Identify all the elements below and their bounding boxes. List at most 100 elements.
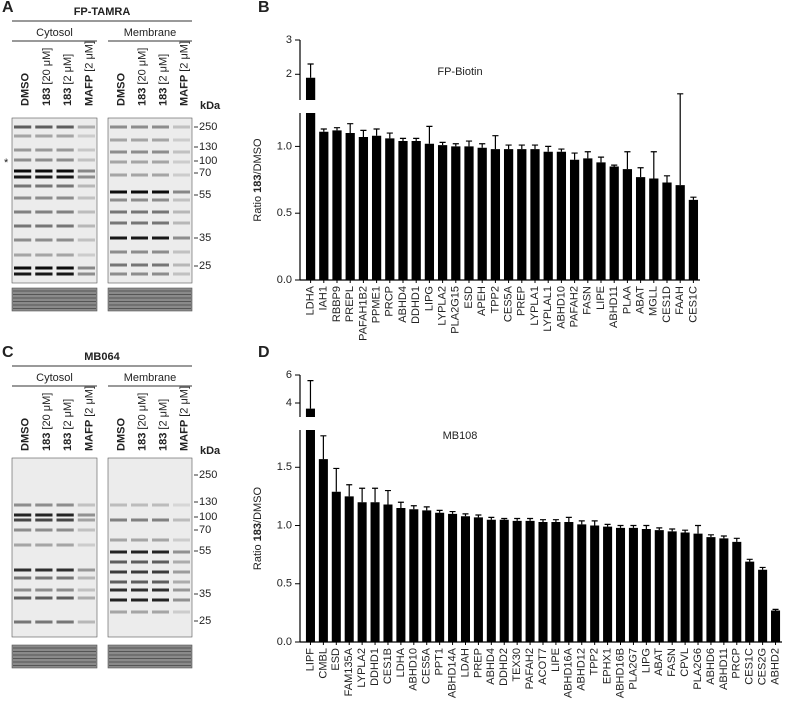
gel-band: [35, 158, 53, 162]
error-bar: [565, 516, 572, 523]
x-tick-label: DDHD1: [410, 286, 422, 324]
group-label: Cytosol: [36, 27, 73, 39]
gel-band: [56, 125, 74, 129]
gel-band: [77, 210, 95, 214]
bar: [635, 177, 646, 280]
gel-band: [56, 266, 74, 270]
gel-band: [110, 173, 127, 177]
gel-band: [35, 596, 53, 600]
gel-band: [14, 576, 32, 580]
y-tick-label: 1.0: [277, 519, 292, 531]
lane-name: 183: [157, 433, 169, 451]
gel-band: [152, 518, 169, 522]
error-bar: [397, 501, 404, 509]
gel-band: [110, 503, 127, 507]
lane-conc: [20 μM]: [41, 48, 53, 85]
error-bar: [545, 145, 552, 152]
lane-name: MAFP: [178, 420, 190, 451]
y-axis-label: Ratio 183/DMSO: [252, 138, 264, 222]
gel-band: [14, 588, 32, 592]
gel-band: [77, 184, 95, 188]
x-tick-label: ABAT: [653, 648, 665, 676]
error-bar: [695, 524, 702, 534]
lane-conc: [2 μM]: [178, 386, 190, 417]
gel-band: [14, 175, 32, 179]
gel-band: [173, 503, 190, 507]
lane-name: 183: [136, 88, 148, 106]
gel-band: [131, 580, 148, 584]
gel-band: [131, 598, 148, 602]
gel-band: [152, 150, 169, 154]
x-tick-label: ESD: [330, 648, 342, 671]
gel-band: [152, 580, 169, 584]
gel-band: [14, 210, 32, 214]
lane-name: DMSO: [115, 73, 127, 106]
panel-letter: C: [2, 344, 14, 361]
gel-band: [152, 250, 169, 254]
gel-band: [173, 250, 190, 254]
gel-band: [77, 169, 95, 173]
gel-band: [77, 568, 95, 572]
marker-label: 130: [199, 496, 217, 508]
bar: [464, 146, 474, 280]
gel-band: [35, 266, 53, 270]
error-bar: [333, 467, 340, 492]
gel-band: [131, 160, 148, 164]
gel-band: [14, 238, 32, 242]
gel-band: [173, 538, 190, 542]
x-tick-label: LDHA: [305, 285, 317, 315]
lane-label: DMSO: [115, 418, 127, 451]
gel-image: [107, 117, 193, 284]
gel-band: [131, 550, 148, 554]
bar: [590, 525, 600, 642]
x-tick-label: CES1D: [661, 286, 673, 323]
bar: [396, 508, 406, 642]
group-label: Cytosol: [36, 372, 73, 384]
marker-label: 25: [199, 615, 211, 627]
gel-band: [56, 596, 74, 600]
bar: [490, 149, 501, 280]
gel-band: [131, 173, 148, 177]
bar: [732, 541, 742, 642]
error-bar: [584, 151, 591, 159]
gel-band: [77, 528, 95, 532]
x-tick-label: ABHD10: [408, 648, 420, 691]
error-bar: [360, 129, 367, 138]
lane-label: MAFP [2 μM]: [178, 386, 190, 451]
x-tick-label: EPHX1: [602, 648, 614, 684]
gel-band: [131, 150, 148, 154]
error-bar: [571, 152, 578, 160]
lane-name: 183: [41, 433, 53, 451]
x-tick-label: LDAH: [459, 648, 471, 677]
gel-band: [152, 272, 169, 276]
error-bar: [475, 514, 482, 518]
x-tick-label: PAFAH2: [524, 648, 536, 689]
gel-band: [110, 138, 127, 142]
bar: [719, 538, 729, 642]
x-tick-label: LIPG: [640, 648, 652, 673]
gel-band: [77, 125, 95, 129]
gel-band: [56, 528, 74, 532]
y-tick-label: 3: [286, 34, 292, 46]
error-bar: [320, 128, 327, 132]
bar: [448, 513, 458, 642]
gel-band: [77, 148, 95, 152]
gel-band: [14, 148, 32, 152]
gel-band: [152, 570, 169, 574]
x-tick-label: PRCP: [384, 286, 396, 317]
gel-band: [56, 543, 74, 547]
x-tick-label: LYPLAL1: [542, 286, 554, 332]
lane-name: 183: [62, 88, 74, 106]
lane-name: 183: [136, 433, 148, 451]
gel-band: [173, 598, 190, 602]
error-bar: [452, 143, 459, 147]
x-tick-label: CES1C: [687, 286, 699, 323]
x-tick-label: FASN: [582, 286, 594, 315]
gel-band: [35, 148, 53, 152]
gel-band: [173, 125, 190, 129]
bar: [319, 131, 329, 280]
lane-label: MAFP [2 μM]: [83, 41, 95, 106]
gel-band: [56, 134, 74, 138]
x-tick-label: CPVL: [679, 648, 691, 677]
bar: [667, 531, 677, 642]
